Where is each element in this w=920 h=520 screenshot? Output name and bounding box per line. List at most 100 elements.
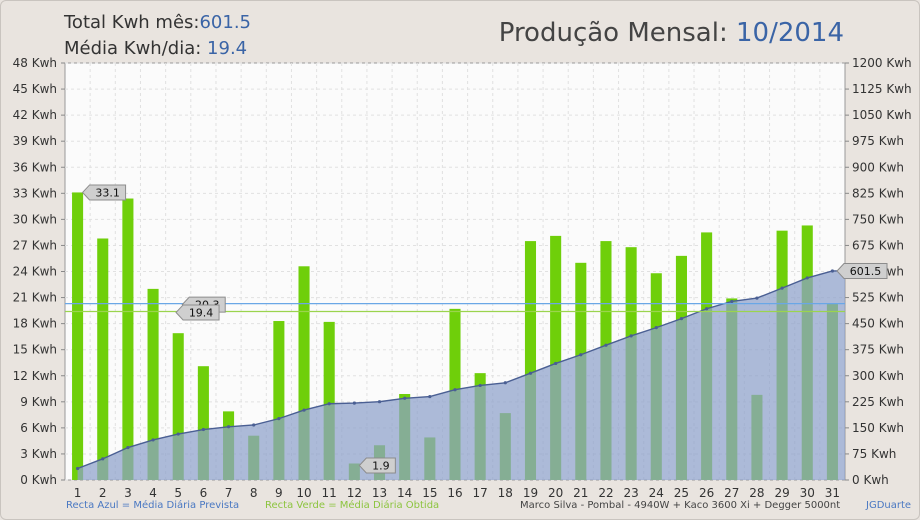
bar-day-4 [147, 288, 159, 480]
cumulative-point-day-12 [352, 401, 356, 405]
cumulative-point-day-6 [201, 427, 205, 432]
x-tick-label: 4 [149, 486, 157, 500]
y-left-tick-label: 36 Kwh [13, 160, 57, 174]
y-right-tick-label: 675 Kwh [852, 238, 904, 252]
y-right-tick-label: 1200 Kwh [852, 56, 912, 70]
y-right-tick-label: 1050 Kwh [852, 108, 912, 122]
credit-text: Marco Silva - Pombal - 4940W + Kaco 3600… [520, 500, 841, 511]
cumulative-point-day-3 [126, 445, 130, 450]
y-left-tick-label: 30 Kwh [13, 212, 57, 226]
y-right-tick-label: 750 Kwh [852, 212, 904, 226]
avg-row: Média Kwh/dia: 19.4 [64, 36, 251, 62]
bar-day-10 [298, 266, 310, 480]
x-tick-label: 3 [124, 486, 132, 500]
cumulative-point-day-20 [554, 361, 558, 366]
x-tick-label: 13 [372, 486, 387, 500]
x-tick-label: 6 [200, 486, 208, 500]
cumulative-point-day-16 [453, 388, 457, 392]
y-right-tick-label: 900 Kwh [852, 160, 904, 174]
y-left-tick-label: 15 Kwh [13, 343, 57, 357]
bar-day-19 [524, 241, 537, 480]
y-right-tick-label: 150 Kwh [852, 421, 904, 435]
y-left-tick-label: 21 Kwh [13, 291, 57, 305]
callout-obtida-label: 19.4 [189, 306, 214, 319]
y-right-tick-label: 975 Kwh [852, 134, 904, 148]
x-tick-label: 26 [699, 486, 714, 500]
cumulative-point-day-11 [327, 402, 331, 406]
bar-day-5 [172, 333, 184, 480]
cumulative-point-day-25 [679, 317, 684, 321]
x-tick-label: 9 [275, 486, 283, 500]
bar-day-20 [550, 235, 562, 480]
cumulative-point-day-30 [805, 276, 809, 280]
title-value: 10/2014 [735, 18, 844, 48]
cumulative-point-day-10 [302, 408, 306, 412]
y-left-tick-label: 33 Kwh [13, 186, 57, 200]
author-text: JGDuarte [866, 500, 912, 511]
cumulative-point-day-4 [151, 438, 155, 442]
y-left-tick-label: 6 Kwh [20, 421, 57, 435]
cumulative-point-day-18 [503, 381, 507, 385]
callout-total-tag [836, 262, 888, 279]
y-right-tick-label: 300 Kwh [852, 369, 904, 383]
y-left-tick-label: 39 Kwh [13, 134, 57, 148]
bar-day-11 [323, 321, 335, 480]
x-tick-label: 17 [473, 486, 488, 500]
y-left-tick-label: 18 Kwh [13, 317, 57, 331]
cumulative-point-day-13 [377, 400, 382, 404]
bar-day-2 [97, 238, 109, 480]
y-right-tick-label: 375 Kwh [852, 343, 904, 357]
legend-blue-line: Recta Azul = Média Diária Prevista [66, 500, 240, 511]
x-tick-label: 2 [99, 486, 107, 500]
bar-day-1 [72, 192, 84, 480]
cumulative-point-day-1 [75, 466, 80, 471]
x-tick-label: 29 [774, 486, 789, 500]
x-tick-label: 19 [523, 486, 538, 500]
callout-day-1-tag [81, 184, 127, 201]
title-label: Produção Mensal: [498, 18, 728, 48]
cumulative-area [77, 270, 846, 480]
y-left-tick-label: 27 Kwh [13, 238, 57, 252]
x-tick-label: 1 [74, 486, 82, 500]
y-right-tick-label: 75 Kwh [852, 447, 896, 461]
summary-block: Total Kwh mês:601.5 Média Kwh/dia: 19.4 [64, 10, 251, 62]
y-right-tick-label: 450 Kwh [852, 317, 904, 331]
x-tick-label: 31 [825, 486, 840, 500]
y-left-tick-label: 24 Kwh [13, 265, 57, 279]
callout-obtida-tag [175, 304, 220, 321]
cumulative-point-day-7 [226, 425, 231, 429]
avg-value: 19.4 [207, 38, 248, 59]
x-tick-label: 28 [749, 486, 764, 500]
x-tick-label: 22 [598, 486, 613, 500]
cumulative-point-day-8 [252, 423, 256, 427]
y-left-tick-label: 9 Kwh [20, 395, 57, 409]
cumulative-point-day-31 [830, 269, 835, 273]
cumulative-line [77, 270, 845, 470]
cumulative-point-day-2 [101, 457, 105, 461]
chart-title: Produção Mensal: 10/2014 [499, 18, 844, 48]
x-tick-label: 12 [347, 486, 362, 500]
cumulative-point-day-27 [730, 299, 734, 304]
x-tick-label: 10 [296, 486, 311, 500]
y-right-tick-label: 825 Kwh [852, 186, 904, 200]
x-tick-label: 25 [674, 486, 689, 500]
total-row: Total Kwh mês:601.5 [64, 10, 251, 36]
callout-day-1-label: 33.1 [95, 186, 120, 199]
total-label: Total Kwh mês: [64, 12, 200, 33]
y-right-tick-label: 225 Kwh [852, 395, 904, 409]
total-value: 601.5 [199, 12, 251, 33]
x-tick-label: 20 [548, 486, 563, 500]
x-tick-label: 30 [800, 486, 815, 500]
x-tick-label: 27 [724, 486, 739, 500]
cumulative-point-day-15 [428, 394, 432, 399]
bar-day-6 [197, 366, 209, 480]
cumulative-point-day-26 [705, 307, 709, 311]
x-tick-label: 7 [225, 486, 233, 500]
cumulative-point-day-23 [629, 334, 633, 338]
x-tick-label: 15 [422, 486, 437, 500]
x-tick-label: 5 [174, 486, 182, 500]
y-left-tick-label: 0 Kwh [20, 473, 57, 487]
cumulative-point-day-28 [755, 296, 759, 300]
y-left-tick-label: 42 Kwh [13, 108, 57, 122]
